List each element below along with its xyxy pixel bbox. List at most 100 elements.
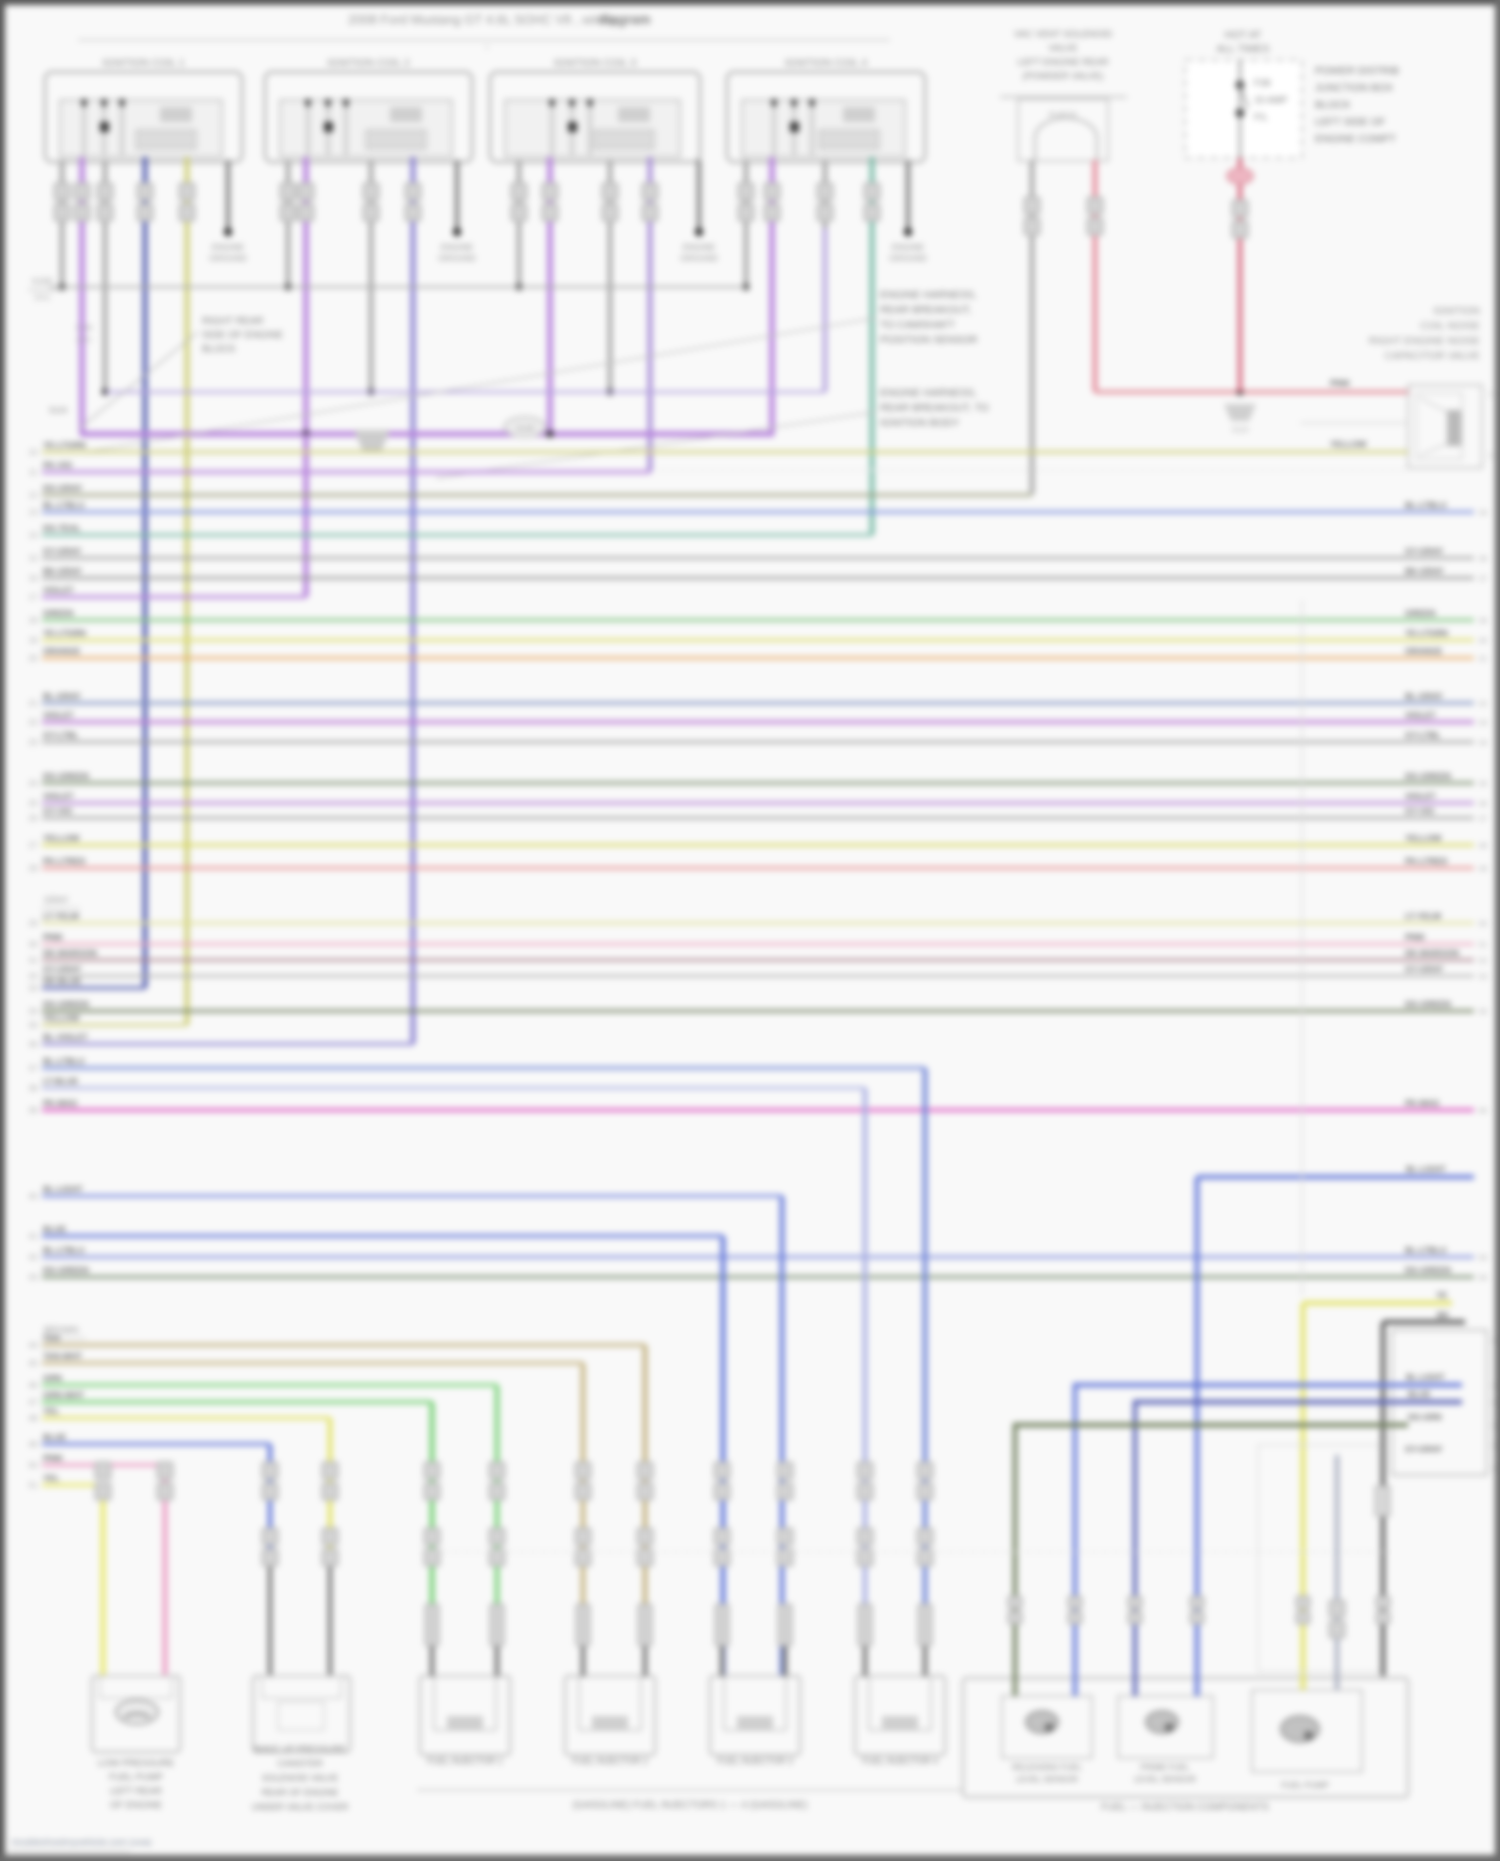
svg-text:YEL: YEL bbox=[43, 1473, 60, 1483]
svg-text:GY-GRAY: GY-GRAY bbox=[1405, 964, 1444, 974]
svg-text:LT-BLUE: LT-BLUE bbox=[43, 1076, 79, 1086]
svg-text:42: 42 bbox=[1479, 699, 1487, 708]
svg-text:DG-GREEN: DG-GREEN bbox=[43, 999, 89, 1009]
svg-text:FUEL INJECTOR 3: FUEL INJECTOR 3 bbox=[717, 1756, 793, 1766]
svg-text:ORANGE: ORANGE bbox=[43, 646, 81, 656]
svg-text:COIL NOISE: COIL NOISE bbox=[1420, 320, 1480, 332]
svg-text:PINK: PINK bbox=[43, 1453, 64, 1463]
svg-text:44: 44 bbox=[1479, 738, 1487, 747]
svg-text:GRN-WHT: GRN-WHT bbox=[43, 1390, 85, 1400]
svg-text:LT-YELW: LT-YELW bbox=[43, 911, 80, 921]
svg-text:2: 2 bbox=[1489, 451, 1493, 460]
svg-text:BL-LIGHT: BL-LIGHT bbox=[1406, 1164, 1446, 1174]
svg-text:3: 3 bbox=[1492, 1400, 1496, 1407]
svg-text:G100: G100 bbox=[32, 276, 53, 286]
svg-text:FUEL INJECTOR 1: FUEL INJECTOR 1 bbox=[427, 1756, 503, 1766]
svg-text:52: 52 bbox=[1479, 956, 1487, 965]
svg-text:PURGE: PURGE bbox=[1049, 111, 1077, 120]
svg-text:DK-MAROON: DK-MAROON bbox=[43, 948, 97, 958]
svg-text:VIOLET: VIOLET bbox=[1405, 710, 1437, 720]
svg-text:37: 37 bbox=[1479, 574, 1487, 583]
svg-text:PINK: PINK bbox=[1405, 932, 1426, 942]
svg-text:45: 45 bbox=[29, 1359, 38, 1368]
svg-text:GROUND: GROUND bbox=[680, 253, 718, 263]
svg-text:BK-GRAY: BK-GRAY bbox=[1405, 566, 1444, 576]
svg-text:DK-MAROON: DK-MAROON bbox=[1405, 948, 1459, 958]
svg-text:LOW PRESSURE: LOW PRESSURE bbox=[98, 1758, 175, 1769]
svg-text:IGNITION COIL 2: IGNITION COIL 2 bbox=[327, 57, 410, 69]
svg-text:VIOLET: VIOLET bbox=[43, 791, 75, 801]
svg-text:38: 38 bbox=[29, 1084, 38, 1093]
svg-text:43: 43 bbox=[1479, 718, 1487, 727]
svg-text:50: 50 bbox=[29, 1461, 38, 1470]
svg-text:CAPACITOR VALVE: CAPACITOR VALVE bbox=[1385, 350, 1481, 362]
svg-text:YELLOW: YELLOW bbox=[1405, 833, 1442, 843]
svg-text:DG-TEAL: DG-TEAL bbox=[43, 523, 81, 533]
svg-text:63: 63 bbox=[1479, 1253, 1487, 1262]
svg-text:15: 15 bbox=[29, 554, 38, 563]
svg-text:POSITION SENSOR: POSITION SENSOR bbox=[880, 334, 978, 346]
svg-text:VIOLET: VIOLET bbox=[43, 710, 75, 720]
svg-text:47: 47 bbox=[1479, 814, 1487, 823]
svg-text:46: 46 bbox=[29, 1381, 38, 1390]
svg-text:16: 16 bbox=[29, 574, 38, 583]
svg-text:TAN-WHT: TAN-WHT bbox=[43, 1351, 83, 1361]
svg-text:YE-LTGRN: YE-LTGRN bbox=[43, 440, 86, 450]
svg-text:GROUND: GROUND bbox=[438, 253, 476, 263]
svg-text:OF ENGINE: OF ENGINE bbox=[110, 1800, 162, 1811]
svg-text:25: 25 bbox=[29, 799, 38, 808]
svg-text:GY-GRAY: GY-GRAY bbox=[1405, 1444, 1443, 1454]
svg-text:HOT AT: HOT AT bbox=[1225, 29, 1263, 41]
svg-text:11: 11 bbox=[29, 468, 38, 477]
svg-text:43: 43 bbox=[29, 1273, 38, 1282]
svg-text:REAR BREAKOUT, TO: REAR BREAKOUT, TO bbox=[880, 402, 989, 414]
svg-text:48: 48 bbox=[29, 1414, 38, 1423]
svg-text:FUEL PUMP: FUEL PUMP bbox=[1281, 1780, 1329, 1790]
svg-text:VIOLET: VIOLET bbox=[43, 585, 75, 595]
svg-text:47: 47 bbox=[29, 1398, 38, 1407]
svg-text:BROWN: BROWN bbox=[44, 1325, 79, 1335]
svg-text:39: 39 bbox=[1479, 616, 1487, 625]
svg-text:22: 22 bbox=[29, 718, 38, 727]
svg-text:ENGINE COMPT: ENGINE COMPT bbox=[1315, 133, 1397, 145]
svg-text:BL-LIGHT: BL-LIGHT bbox=[1406, 1372, 1445, 1382]
svg-text:PK-MAG: PK-MAG bbox=[1405, 1098, 1440, 1108]
svg-text:45: 45 bbox=[1479, 779, 1487, 788]
svg-text:ENGINE HARNESS,: ENGINE HARNESS, bbox=[880, 289, 977, 301]
svg-text:20: 20 bbox=[29, 654, 38, 663]
svg-text:31: 31 bbox=[29, 956, 38, 965]
svg-text:S136: S136 bbox=[516, 424, 534, 433]
svg-text:PK-LTRED: PK-LTRED bbox=[43, 856, 85, 866]
svg-text:17: 17 bbox=[29, 593, 38, 602]
svg-text:49: 49 bbox=[1479, 864, 1487, 873]
svg-text:34: 34 bbox=[29, 1007, 38, 1016]
svg-text:DK-BLUE: DK-BLUE bbox=[43, 976, 82, 986]
svg-text:YELLOW: YELLOW bbox=[1330, 439, 1367, 449]
svg-text:BLUE: BLUE bbox=[1408, 1389, 1431, 1399]
svg-text:36: 36 bbox=[29, 1040, 38, 1049]
svg-text:POWER DISTRIB: POWER DISTRIB bbox=[1315, 65, 1399, 77]
svg-text:GY-LTBL: GY-LTBL bbox=[1405, 730, 1441, 740]
svg-text:TAN: TAN bbox=[43, 1333, 60, 1343]
svg-text:DG-GREEN: DG-GREEN bbox=[1405, 999, 1451, 1009]
svg-text:BL-LTBLU: BL-LTBLU bbox=[1405, 500, 1446, 510]
svg-text:28: 28 bbox=[29, 864, 38, 873]
svg-text:15 AMP: 15 AMP bbox=[1254, 95, 1287, 106]
svg-text:UNDER VALVE COVER: UNDER VALVE COVER bbox=[252, 1802, 349, 1812]
svg-text:46: 46 bbox=[1479, 799, 1487, 808]
svg-text:40: 40 bbox=[1479, 636, 1487, 645]
svg-text:3: 3 bbox=[1492, 1466, 1496, 1473]
svg-text:SOLENOID VALVE: SOLENOID VALVE bbox=[262, 1773, 339, 1783]
svg-text:ENGINE: ENGINE bbox=[212, 242, 245, 252]
svg-text:19: 19 bbox=[29, 636, 38, 645]
svg-text:51: 51 bbox=[29, 1481, 38, 1490]
svg-text:F38: F38 bbox=[1254, 78, 1270, 89]
svg-text:3: 3 bbox=[1492, 1423, 1496, 1430]
svg-text:GY-GRAY: GY-GRAY bbox=[43, 546, 82, 556]
svg-text:BL-LTBLU: BL-LTBLU bbox=[43, 1245, 84, 1255]
svg-text:3: 3 bbox=[1492, 1443, 1496, 1450]
svg-text:BL-LIGHT: BL-LIGHT bbox=[43, 1184, 83, 1194]
svg-text:YE-LTGRN: YE-LTGRN bbox=[1405, 628, 1448, 638]
svg-text:C146: C146 bbox=[76, 325, 93, 332]
svg-text:GREEN: GREEN bbox=[43, 608, 73, 618]
